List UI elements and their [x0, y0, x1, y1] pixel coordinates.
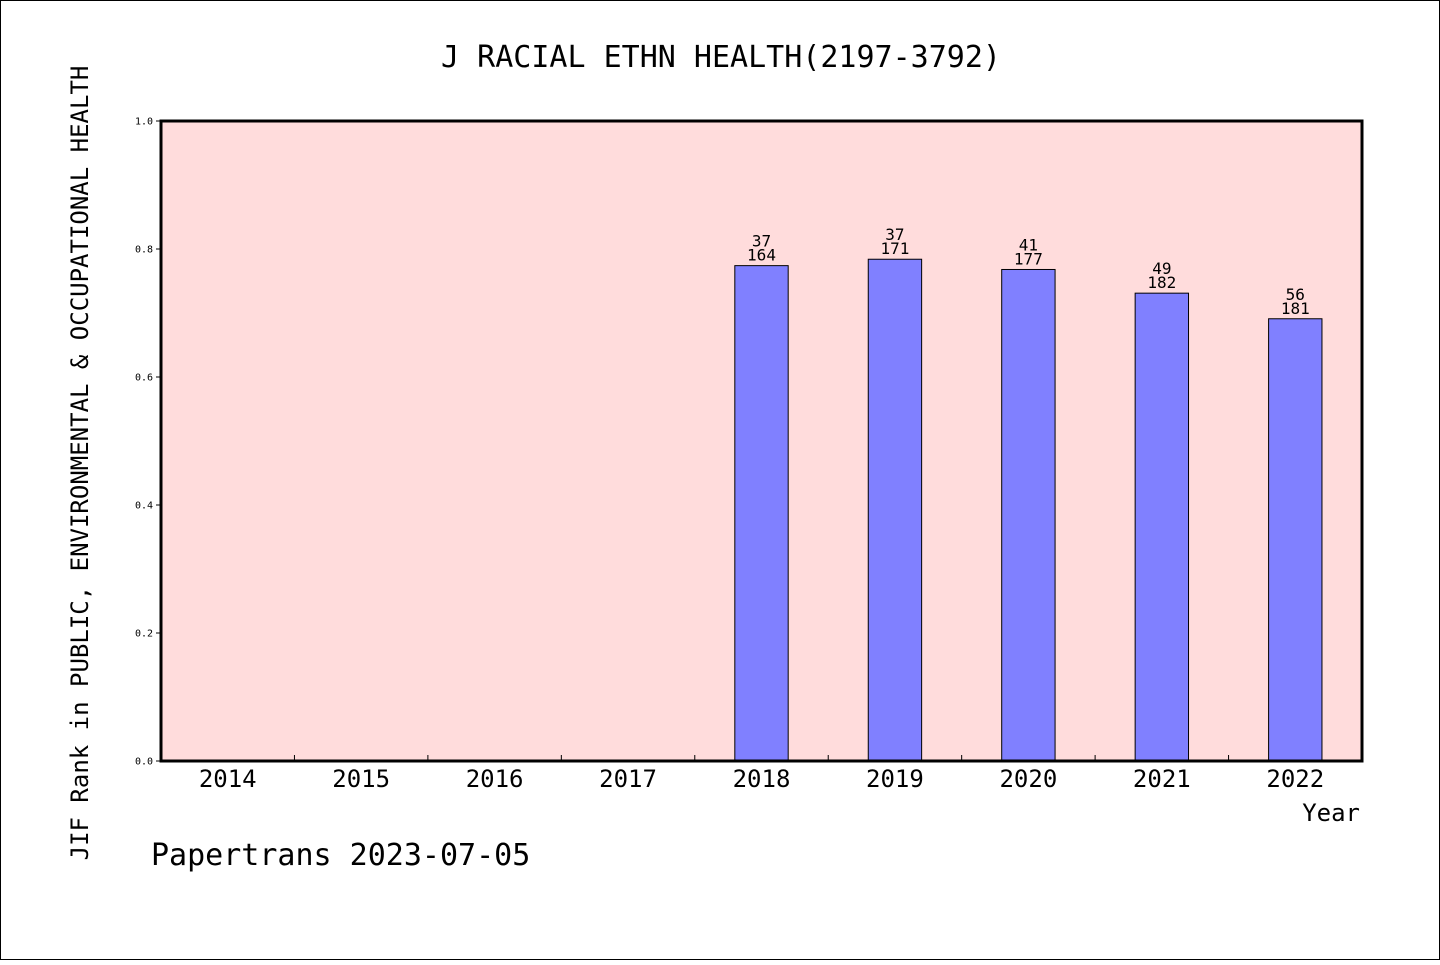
y-tick-label: 0.8 — [135, 245, 153, 256]
x-tick-label: 2021 — [1133, 765, 1191, 793]
chart-title: J RACIAL ETHN HEALTH(2197-3792) — [441, 40, 1001, 75]
data-label-total: 164 — [747, 246, 776, 265]
x-tick-label: 2020 — [999, 765, 1057, 793]
data-label-rank: 37 — [885, 225, 904, 244]
x-tick-label: 2022 — [1266, 765, 1324, 793]
data-label-rank: 49 — [1152, 259, 1171, 278]
x-tick-label: 2015 — [332, 765, 390, 793]
data-label-rank: 37 — [752, 232, 771, 251]
bar-2021 — [1134, 292, 1190, 762]
bars-layer — [734, 258, 1323, 762]
data-label-rank: 56 — [1286, 285, 1305, 304]
bar-2022 — [1268, 318, 1323, 762]
x-axis-label: Year — [1302, 799, 1360, 827]
watermark-text: Papertrans 2023-07-05 — [151, 838, 530, 873]
bar-2019 — [867, 258, 923, 762]
data-label-total: 181 — [1281, 299, 1310, 318]
y-tick-label: 1.0 — [135, 117, 153, 128]
y-tick-label: 0.4 — [135, 501, 153, 512]
y-tick-label: 0.2 — [135, 629, 153, 640]
data-label-total: 182 — [1147, 273, 1176, 292]
y-tick-label: 0.0 — [135, 757, 153, 768]
plot-frame — [159, 119, 1364, 763]
data-label-total: 177 — [1014, 249, 1043, 268]
x-tick-label: 2018 — [733, 765, 791, 793]
data-label-rank: 41 — [1019, 235, 1038, 254]
bar-2018 — [734, 265, 789, 762]
bar-2020 — [1001, 268, 1056, 762]
y-axis-label: JIF Rank in PUBLIC, ENVIRONMENTAL & OCCU… — [66, 66, 94, 861]
x-tick-label: 2016 — [466, 765, 524, 793]
data-label-total: 171 — [880, 239, 909, 258]
x-tick-label: 2017 — [599, 765, 657, 793]
x-tick-label: 2019 — [866, 765, 924, 793]
y-tick-label: 0.6 — [135, 373, 153, 384]
ticks-layer: 0.0 0.2 0.4 0.6 0.8 1.0 2014 2015 2016 2017 2018 20… — [135, 117, 1324, 794]
x-tick-label: 2014 — [199, 765, 257, 793]
